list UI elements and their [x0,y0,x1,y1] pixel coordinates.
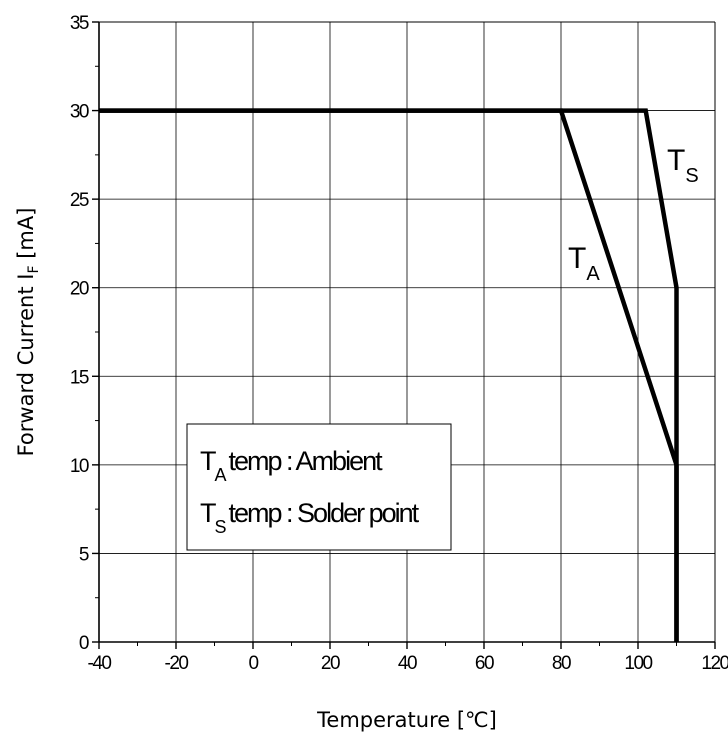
y-tick-label: 25 [70,190,89,211]
series-layer [99,108,679,642]
legend-row-ambient: TA temp : Ambient [200,446,383,485]
x-tick-label: 60 [475,653,494,674]
x-tick-label: -40 [88,653,112,674]
x-tick-label: 40 [398,653,417,674]
x-tick-label: 100 [624,653,652,674]
y-tick-label: 35 [70,13,89,34]
x-tick-label: 80 [552,653,571,674]
y-tick-label: 10 [70,456,89,477]
axes [92,21,716,649]
series-label-ts: TS [667,144,699,187]
legend-frame [186,423,452,551]
series-line-ta [99,108,679,642]
legend: TA temp : Ambient TS temp : Solder point [186,423,452,551]
tick-labels: -40 -20 0 20 40 60 80 100 120 0 5 10 15 20 25 30 35 [70,13,728,674]
x-tick-label: -20 [165,653,189,674]
y-axis-title: Forward Current IF [mA] [14,208,42,457]
y-tick-label: 20 [70,279,89,300]
x-tick-label: 0 [248,653,258,674]
y-tick-label: 30 [70,102,89,123]
y-tick-label: 15 [70,367,89,388]
series-label-ta: TA [568,242,600,285]
x-axis-title: Temperature [℃] [316,708,497,732]
y-tick-label: 0 [79,633,89,654]
y-tick-label: 5 [79,544,89,565]
x-tick-label: 20 [321,653,340,674]
x-tick-label: 120 [701,653,728,674]
